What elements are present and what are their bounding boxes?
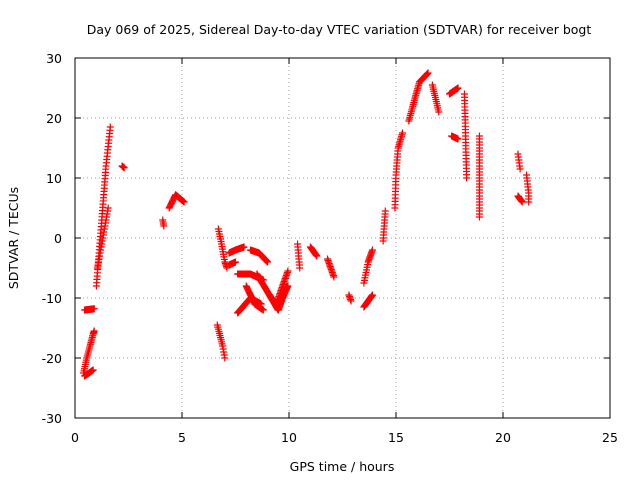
x-tick-label: 5 (178, 430, 186, 445)
data-point (90, 305, 98, 313)
x-tick-label: 25 (602, 430, 618, 445)
data-point (120, 164, 128, 172)
data-point (347, 297, 355, 305)
y-tick-label: -30 (42, 411, 62, 426)
data-point (232, 258, 239, 266)
data-point (240, 243, 248, 251)
data-point (180, 198, 188, 206)
y-tick-label: 20 (46, 111, 62, 126)
x-tick-label: 0 (71, 430, 79, 445)
data-point (368, 291, 376, 299)
data-point (259, 306, 267, 314)
data-point (89, 366, 97, 374)
x-tick-labels: 0 5 10 15 20 25 (71, 430, 618, 445)
data-point (525, 198, 533, 206)
data-point (284, 282, 292, 290)
data-point (518, 198, 526, 206)
x-axis-label: GPS time / hours (290, 459, 395, 474)
y-tick-labels: -30 -20 -10 0 10 20 30 (42, 51, 62, 426)
x-tick-label: 10 (281, 430, 297, 445)
data-point (435, 108, 443, 116)
data-point (454, 84, 462, 92)
data-point (104, 204, 112, 212)
data-point (160, 222, 168, 230)
y-tick-label: -20 (42, 351, 62, 366)
data-point (463, 174, 471, 182)
y-tick-label: 0 (54, 231, 62, 246)
data-point (106, 123, 114, 131)
data-point (221, 354, 229, 362)
y-tick-label: -10 (42, 291, 62, 306)
data-point (313, 252, 321, 260)
data-series (80, 69, 533, 380)
data-point (398, 129, 406, 137)
chart-title: Day 069 of 2025, Sidereal Day-to-day VTE… (87, 22, 592, 37)
data-point (296, 264, 304, 272)
data-point (264, 258, 272, 266)
data-point (284, 267, 292, 275)
y-axis-label: SDTVAR / TECUs (6, 187, 21, 289)
data-point (90, 327, 98, 335)
data-point (424, 69, 432, 77)
data-point (381, 207, 389, 215)
x-tick-label: 20 (495, 430, 511, 445)
grid-lines (75, 58, 610, 418)
data-point (454, 135, 462, 143)
y-tick-label: 10 (46, 171, 62, 186)
data-point (330, 273, 338, 281)
plot-border (74, 57, 611, 419)
data-point (368, 246, 376, 254)
x-tick-label: 15 (388, 430, 404, 445)
data-point (475, 213, 483, 221)
data-point (516, 165, 524, 173)
y-tick-label: 30 (46, 51, 62, 66)
